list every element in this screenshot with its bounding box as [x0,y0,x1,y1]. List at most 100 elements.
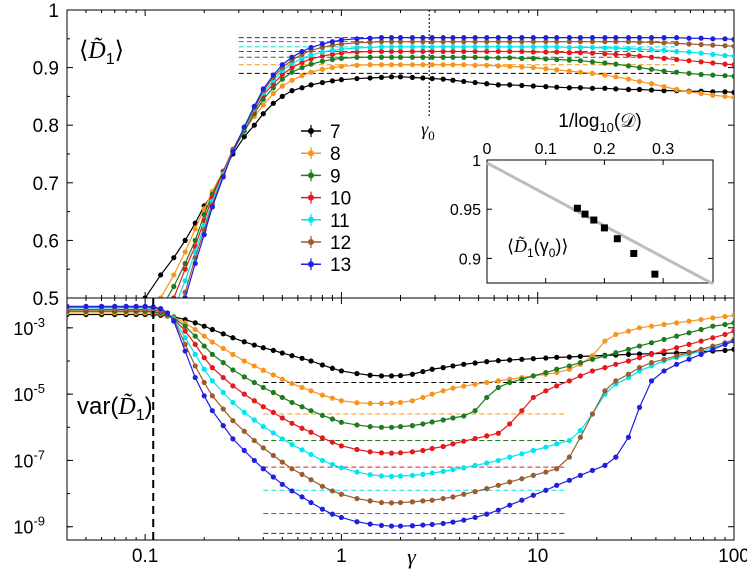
top-point-9 [450,54,456,60]
top-point-7 [367,75,373,81]
top-point-10 [648,54,655,60]
top-point-13 [698,35,704,41]
bottom-point-7 [388,373,395,379]
top-point-10 [673,56,680,63]
bottom-point-13 [440,520,446,527]
bottom-point-10 [577,373,583,379]
top-point-12 [123,434,128,439]
top-point-11 [182,278,188,284]
top-point-11 [710,51,716,57]
top-point-11 [731,53,734,59]
top-point-11 [388,44,395,50]
top-point-12 [397,39,404,45]
top-point-11 [625,45,632,52]
top-point-13 [201,232,207,238]
bottom-point-13 [241,447,247,454]
bottom-point-12 [209,393,215,399]
bottom-point-13 [530,492,536,498]
bottom-point-10 [289,420,295,426]
bottom-point-11 [450,467,456,473]
top-point-13 [378,35,385,41]
top-point-13 [661,35,667,41]
top-point-8 [484,62,490,68]
top-point-11 [484,44,490,50]
bottom-point-12 [661,356,667,362]
top-point-9 [354,54,360,60]
bottom-point-9 [519,376,525,382]
bottom-point-9 [648,340,655,346]
bottom-point-10 [329,439,336,445]
top-point-11 [661,47,667,53]
top-y-tick-label: 0.9 [33,59,59,80]
bottom-point-11 [192,351,198,357]
bottom-point-9 [388,424,395,430]
bottom-y-tick-label: 10-5 [13,381,45,405]
top-point-10 [279,71,285,78]
bottom-point-12 [270,452,276,459]
top-point-8 [134,341,139,346]
top-point-13 [308,44,314,51]
top-point-11 [698,50,704,56]
bottom-point-13 [354,519,360,525]
top-point-11 [308,52,314,58]
legend-label-12: 12 [330,233,351,254]
bottom-point-12 [354,495,360,502]
top-point-8 [171,272,177,278]
top-point-9 [530,55,536,61]
top-point-9 [472,54,478,60]
bottom-point-12 [329,488,336,494]
bottom-point-8 [602,338,608,344]
top-point-8 [636,78,643,85]
inset-x-tick-label: 0.3 [652,141,674,158]
top-point-12 [484,39,490,45]
x-tick-label: 0.1 [132,546,158,567]
top-point-12 [429,39,435,45]
top-point-7 [450,77,456,83]
top-point-8 [577,69,583,75]
top-point-11 [329,47,336,53]
top-point-13 [686,35,692,41]
bottom-point-12 [319,483,325,489]
top-point-13 [625,35,632,41]
top-point-10 [429,48,435,55]
top-point-9 [429,54,435,60]
top-point-13 [260,86,266,92]
bottom-point-13 [150,304,156,310]
bottom-point-10 [230,383,236,389]
top-point-8 [519,64,525,70]
top-point-10 [554,49,560,55]
bottom-point-7 [299,355,305,361]
bottom-point-7 [420,368,426,375]
inset-point [651,270,659,278]
top-point-7 [289,88,295,94]
bottom-point-13 [722,341,728,348]
top-point-11 [461,44,467,50]
bottom-point-8 [192,326,198,333]
bottom-point-8 [378,400,385,407]
top-point-11 [429,44,435,50]
bottom-point-11 [260,424,266,430]
bottom-point-10 [209,365,215,371]
bottom-series-group [67,303,734,534]
top-point-8 [367,62,373,68]
top-point-7 [507,82,513,88]
top-point-11 [420,44,426,50]
bottom-point-8 [279,376,285,382]
top-point-12 [420,39,426,45]
top-point-12 [409,39,416,45]
top-point-9 [99,428,104,433]
top-point-13 [566,35,572,41]
x-axis-label: γ [407,544,417,569]
bottom-point-10 [260,404,266,410]
bottom-point-12 [530,472,536,478]
bottom-line-10 [67,309,734,454]
top-point-8 [495,63,501,69]
top-point-10 [134,376,139,381]
top-point-13 [397,35,404,41]
bottom-point-12 [338,491,345,497]
bottom-point-10 [589,368,596,374]
bottom-point-11 [554,441,560,447]
top-point-8 [686,89,692,95]
top-point-10 [661,55,667,61]
top-point-11 [554,44,560,50]
